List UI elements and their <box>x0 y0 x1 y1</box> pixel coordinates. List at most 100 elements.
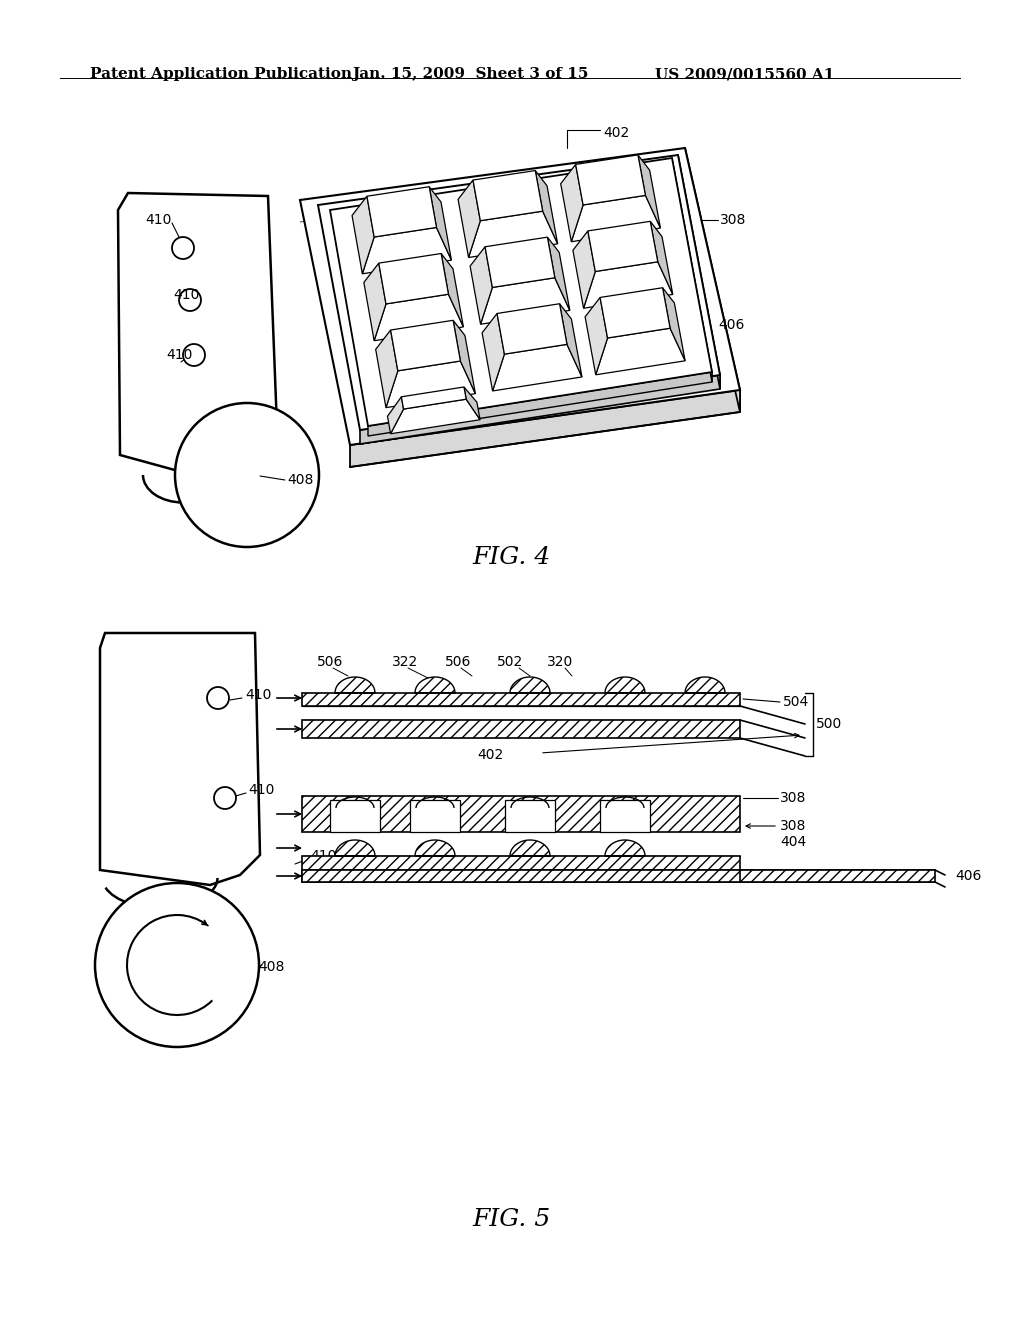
Polygon shape <box>458 180 480 257</box>
Polygon shape <box>429 186 452 260</box>
Polygon shape <box>470 247 493 325</box>
Polygon shape <box>605 840 645 855</box>
Polygon shape <box>584 261 673 309</box>
Bar <box>302 870 935 882</box>
Text: 502: 502 <box>497 655 523 669</box>
Polygon shape <box>453 321 475 393</box>
Polygon shape <box>485 238 555 288</box>
Circle shape <box>179 289 201 312</box>
Polygon shape <box>536 170 558 244</box>
Text: 504: 504 <box>783 696 809 709</box>
Polygon shape <box>571 195 660 242</box>
Polygon shape <box>376 330 398 408</box>
Polygon shape <box>368 372 712 436</box>
Polygon shape <box>352 197 374 273</box>
Polygon shape <box>330 158 712 426</box>
Polygon shape <box>559 304 582 378</box>
Polygon shape <box>585 297 607 375</box>
Text: 408: 408 <box>258 960 285 974</box>
Polygon shape <box>650 222 673 294</box>
Circle shape <box>172 238 194 259</box>
Text: Patent Application Publication: Patent Application Publication <box>90 67 352 81</box>
Polygon shape <box>473 170 543 220</box>
Text: 410: 410 <box>248 783 274 797</box>
Bar <box>330 800 380 832</box>
Text: Jan. 15, 2009  Sheet 3 of 15: Jan. 15, 2009 Sheet 3 of 15 <box>352 67 589 81</box>
Text: 320: 320 <box>547 655 573 669</box>
Polygon shape <box>510 677 550 693</box>
Polygon shape <box>469 211 558 257</box>
Text: FIG. 5: FIG. 5 <box>473 1209 551 1232</box>
Text: 322: 322 <box>392 655 418 669</box>
Polygon shape <box>464 387 480 420</box>
Polygon shape <box>335 840 375 855</box>
Polygon shape <box>118 193 278 475</box>
Polygon shape <box>572 231 595 309</box>
Polygon shape <box>300 148 740 445</box>
Text: 308: 308 <box>720 213 746 227</box>
Bar <box>505 800 555 832</box>
Text: FIG. 4: FIG. 4 <box>473 546 551 569</box>
Text: US 2009/0015560 A1: US 2009/0015560 A1 <box>655 67 835 81</box>
Bar <box>302 796 740 832</box>
Circle shape <box>95 883 259 1047</box>
Polygon shape <box>100 634 260 884</box>
Polygon shape <box>663 288 685 360</box>
Text: 308: 308 <box>780 818 806 833</box>
Bar <box>302 855 740 870</box>
Text: 310: 310 <box>338 215 365 228</box>
Polygon shape <box>685 677 725 693</box>
Polygon shape <box>350 389 740 467</box>
Text: 506: 506 <box>444 655 471 669</box>
Polygon shape <box>318 154 720 430</box>
Circle shape <box>207 686 229 709</box>
Polygon shape <box>367 186 436 238</box>
Polygon shape <box>497 304 567 354</box>
Text: 406: 406 <box>718 318 744 333</box>
Polygon shape <box>390 321 461 371</box>
Circle shape <box>214 787 236 809</box>
Polygon shape <box>685 148 740 412</box>
Text: 410: 410 <box>310 849 336 863</box>
Polygon shape <box>335 677 375 693</box>
Text: 404: 404 <box>780 836 806 849</box>
Polygon shape <box>575 154 645 205</box>
Polygon shape <box>638 154 660 228</box>
Text: 310: 310 <box>416 327 442 342</box>
Text: 406: 406 <box>955 869 981 883</box>
Text: 404: 404 <box>627 173 653 187</box>
Polygon shape <box>605 677 645 693</box>
Text: 308: 308 <box>780 791 806 805</box>
Polygon shape <box>548 238 569 310</box>
Bar <box>302 870 740 882</box>
Text: 410: 410 <box>145 213 171 227</box>
Circle shape <box>175 403 319 546</box>
Polygon shape <box>415 677 455 693</box>
Polygon shape <box>441 253 464 327</box>
Text: 402: 402 <box>603 125 630 140</box>
Polygon shape <box>600 288 670 338</box>
Text: 408: 408 <box>287 473 313 487</box>
Polygon shape <box>415 840 455 855</box>
Text: 410: 410 <box>174 288 200 302</box>
Polygon shape <box>390 399 480 434</box>
Polygon shape <box>364 263 386 341</box>
Polygon shape <box>362 227 452 273</box>
Text: 402: 402 <box>477 748 503 762</box>
Bar <box>600 800 650 832</box>
Polygon shape <box>678 154 720 389</box>
Polygon shape <box>672 158 712 381</box>
Polygon shape <box>387 397 403 434</box>
Bar <box>302 693 740 706</box>
Polygon shape <box>386 362 475 408</box>
Polygon shape <box>374 294 464 341</box>
Circle shape <box>183 345 205 366</box>
Polygon shape <box>482 313 505 391</box>
Text: 410: 410 <box>167 348 193 362</box>
Polygon shape <box>493 345 582 391</box>
Text: 310: 310 <box>536 366 562 380</box>
Polygon shape <box>360 375 720 444</box>
Polygon shape <box>588 222 657 272</box>
Text: 506: 506 <box>316 655 343 669</box>
Polygon shape <box>596 329 685 375</box>
